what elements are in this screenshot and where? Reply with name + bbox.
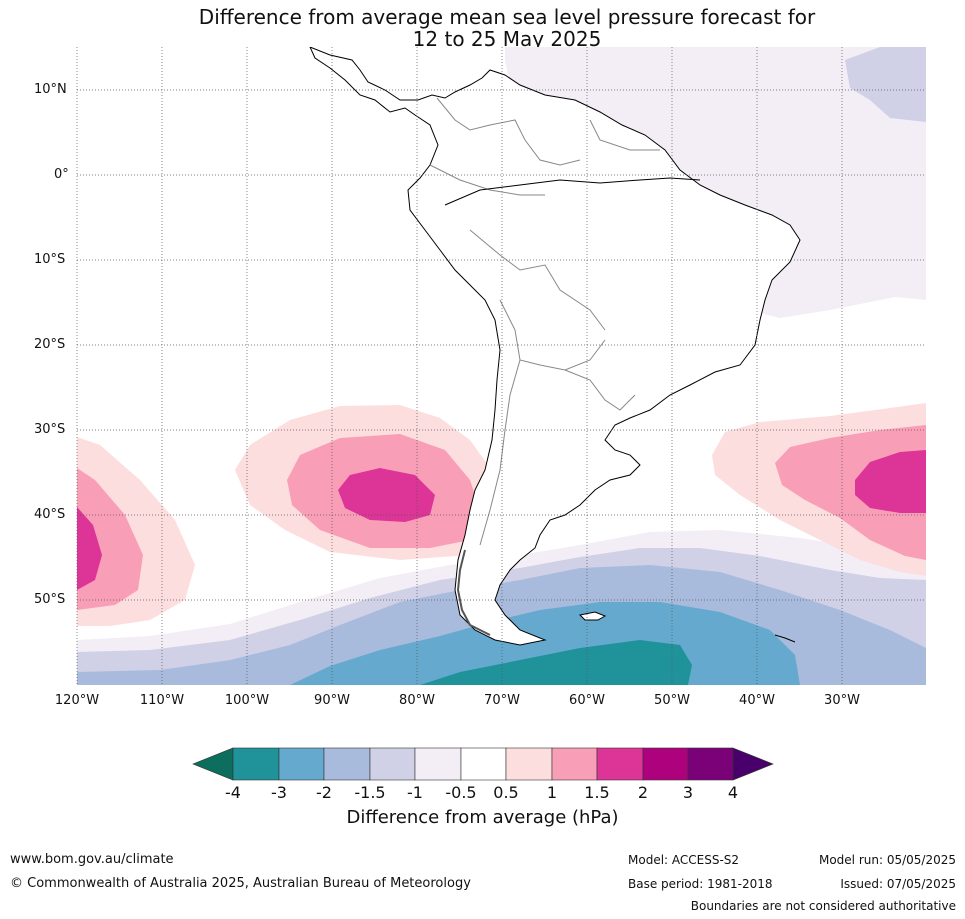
anomaly-region-west-positive-3 [77,507,102,590]
lon-label-120w: 120°W [54,693,100,708]
base-period: Base period: 1981-2018 [628,877,773,891]
colorbar [192,747,774,781]
colorbar-tick: -2 [316,783,332,802]
lat-label-0: 0° [54,167,69,182]
colorbar-tick: 2 [637,783,649,802]
lon-label-50w: 50°W [654,693,690,708]
map-gridlines [76,47,926,685]
colorbar-tick: -4 [225,783,241,802]
colorbar-swatch-3 [323,747,371,781]
lon-label-90w: 90°W [314,693,350,708]
colorbar-swatch-4 [369,747,416,781]
lon-label-80w: 80°W [399,693,435,708]
colorbar-extend-low [192,747,234,781]
lat-label-30s: 30°S [34,422,66,437]
lat-label-40s: 40°S [34,507,66,522]
colorbar-tick: 4 [727,783,739,802]
copyright-text: © Commonwealth of Australia 2025, Austra… [10,876,471,891]
south-america-landmass [309,47,801,646]
lon-label-60w: 60°W [569,693,605,708]
boundary-disclaimer: Boundaries are not considered authoritat… [690,899,956,913]
falkland-islands [578,611,607,621]
country-boundaries [429,97,660,546]
lat-label-20s: 20°S [34,337,66,352]
anomaly-region-south-core [420,640,692,685]
lat-label-50s: 50°S [34,592,66,607]
lon-label-100w: 100°W [224,693,270,708]
colorbar-swatch-5 [414,747,462,781]
lon-label-110w: 110°W [139,693,185,708]
colorbar-tick: 1 [546,783,558,802]
lon-label-70w: 70°W [484,693,520,708]
colorbar-tick: -0.5 [445,783,477,802]
lon-label-40w: 40°W [739,693,775,708]
anomaly-region-atlantic-positive-3 [855,450,926,513]
model-name: Model: ACCESS-S2 [628,853,740,867]
south-georgia [774,634,796,643]
chile-archipelago [456,549,491,636]
chart-title-line-2: 12 to 25 May 2025 [412,27,602,51]
colorbar-tick: -3 [271,783,287,802]
colorbar-swatch-1 [232,747,280,781]
anomaly-region-northeast-negative [845,47,926,122]
colorbar-swatch-8 [551,747,598,781]
issued-date: Issued: 07/05/2025 [840,877,956,891]
colorbar-swatch-9 [596,747,644,781]
colorbar-swatch-6 [460,747,507,781]
colorbar-tick: 0.5 [493,783,519,802]
colorbar-swatch-7 [505,747,553,781]
colorbar-swatch-10 [642,747,689,781]
colorbar-label: Difference from average (hPa) [346,807,619,828]
colorbar-tick: 3 [682,783,694,802]
colorbar-swatch-11 [687,747,734,781]
colorbar-tick: -1.5 [354,783,386,802]
amazon-river [444,177,701,206]
chart-title-line-1: Difference from average mean sea level p… [198,5,816,29]
lat-label-10n: 10°N [34,82,67,97]
colorbar-tick: 1.5 [584,783,610,802]
model-run-date: Model run: 05/05/2025 [818,853,956,867]
lon-label-30w: 30°W [824,693,860,708]
lat-label-10s: 10°S [34,252,66,267]
anomaly-region-pacific-positive-3 [338,468,435,522]
colorbar-extend-high [732,747,774,781]
website-link[interactable]: www.bom.gov.au/climate [10,852,174,867]
colorbar-swatch-2 [278,747,325,781]
colorbar-tick: -1 [407,783,423,802]
